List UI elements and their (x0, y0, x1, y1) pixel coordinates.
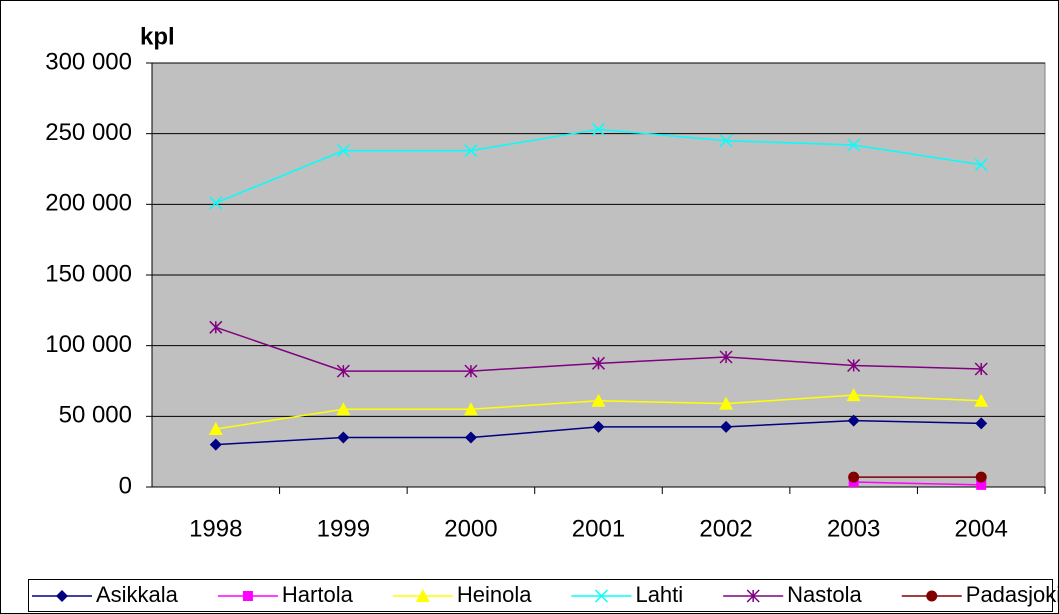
legend-label: Padasjoki (966, 582, 1059, 607)
legend-label: Heinola (457, 582, 532, 607)
marker (719, 134, 733, 148)
marker (208, 422, 223, 436)
marker (463, 402, 478, 416)
y-tick-label: 0 (119, 472, 132, 499)
marker (464, 144, 478, 158)
marker (974, 362, 988, 376)
y-axis-label: kpl (140, 23, 175, 50)
marker (974, 393, 989, 407)
marker (848, 471, 860, 483)
x-tick-label: 2004 (955, 515, 1008, 542)
y-tick-label: 300 000 (45, 48, 132, 75)
marker (847, 138, 861, 152)
marker (336, 144, 350, 158)
marker (975, 471, 987, 483)
marker (56, 590, 68, 602)
legend (28, 579, 1053, 612)
x-tick-label: 1998 (189, 515, 242, 542)
x-tick-label: 2003 (827, 515, 880, 542)
marker (242, 591, 253, 601)
marker (719, 350, 733, 364)
y-tick-label: 50 000 (59, 402, 132, 429)
legend-label: Lahti (635, 582, 683, 607)
marker (926, 590, 938, 602)
marker (974, 158, 988, 172)
marker (464, 431, 477, 444)
series-line (853, 481, 982, 486)
marker (336, 402, 351, 416)
y-tick-label: 250 000 (45, 119, 132, 146)
marker (976, 479, 987, 490)
x-tick-label: 2002 (699, 515, 752, 542)
marker (594, 589, 608, 603)
y-tick-label: 150 000 (45, 260, 132, 287)
x-tick-label: 2001 (572, 515, 625, 542)
x-tick-label: 2000 (444, 515, 497, 542)
marker (591, 393, 606, 407)
marker (415, 589, 430, 602)
marker (720, 420, 733, 433)
marker (209, 196, 223, 210)
marker (337, 431, 350, 444)
marker (591, 356, 606, 370)
y-tick-label: 200 000 (45, 190, 132, 217)
marker (719, 396, 734, 410)
marker (975, 417, 988, 430)
marker (209, 438, 222, 451)
marker (209, 320, 223, 334)
legend-label: Asikkala (96, 582, 179, 607)
legend-label: Nastola (787, 582, 862, 607)
marker (847, 414, 860, 427)
marker (592, 420, 605, 433)
x-tick-label: 1999 (317, 515, 370, 542)
marker (464, 364, 478, 378)
y-tick-label: 100 000 (45, 331, 132, 358)
marker (846, 388, 861, 402)
marker (746, 589, 760, 603)
marker (847, 358, 861, 372)
legend-label: Hartola (282, 582, 354, 607)
marker (591, 122, 606, 136)
marker (336, 364, 350, 378)
